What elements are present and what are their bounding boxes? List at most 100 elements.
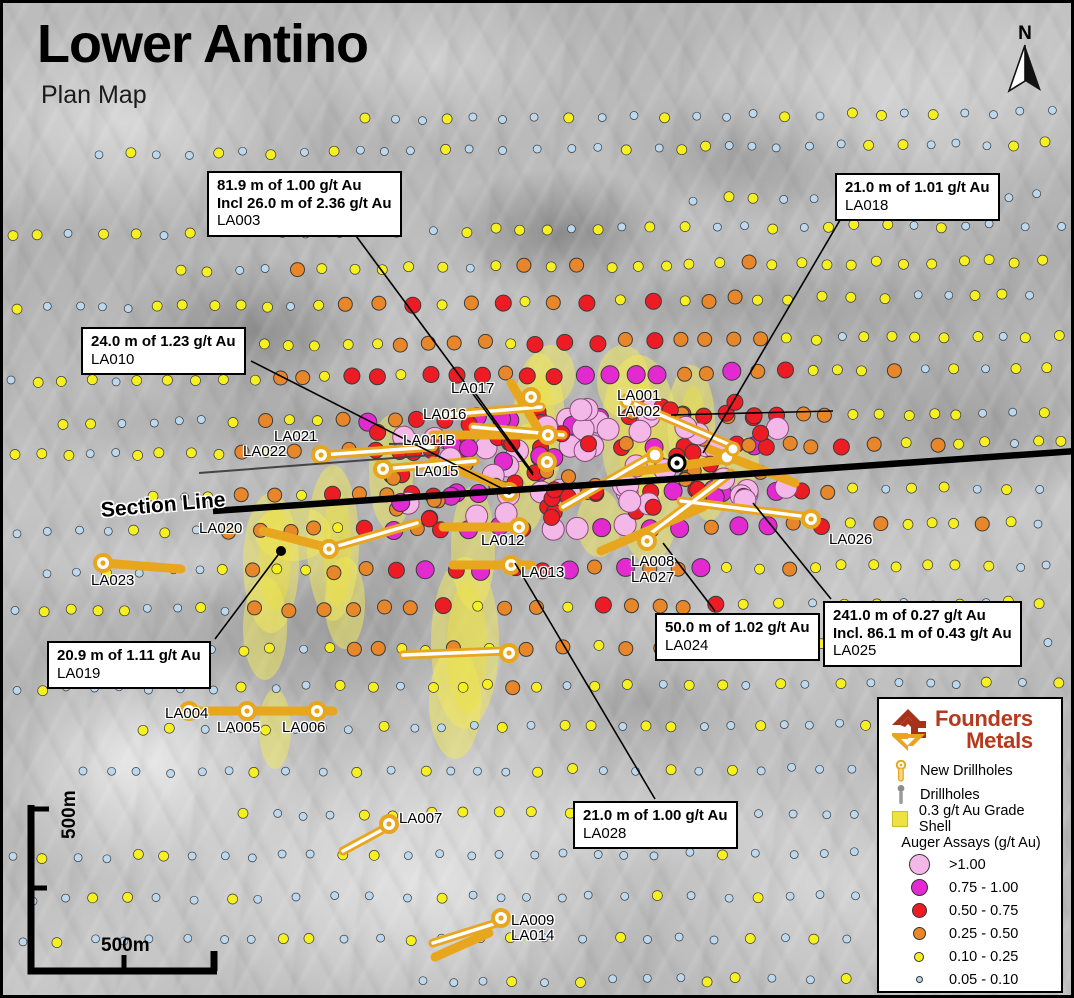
auger-assay-dot [565,516,589,540]
auger-assay-dot [299,644,308,654]
auger-assay-dot [683,679,695,691]
auger-assay-dot [767,973,777,983]
auger-assay-dot [1053,677,1065,689]
auger-assay-dot [983,254,995,265]
auger-assay-dot [63,229,73,238]
auger-assay-dot [661,260,672,272]
legend-label-drillholes: Drillholes [920,787,980,803]
assay-range-label: 0.05 - 0.10 [949,971,1019,988]
auger-assay-dot [532,766,543,778]
auger-assay-dot [326,565,342,581]
auger-assay-dot [195,565,205,575]
auger-assay-dot [380,147,389,156]
auger-assay-dot [519,296,531,307]
auger-assay-dot [12,686,22,695]
assay-swatch-icon [889,976,949,983]
auger-assay-dot [926,258,938,270]
auger-assay-dot [758,516,778,536]
auger-assay-dot [359,809,370,821]
auger-assay-dot [578,934,587,944]
auger-assay-dot [1001,484,1012,495]
auger-assay-dot [364,891,374,901]
auger-assay-dot [514,224,526,236]
auger-assay-dot [359,112,371,124]
callout-line2: Incl 26.0 m of 2.36 g/t Au [217,194,392,212]
auger-assay-dot [281,766,290,776]
auger-assay-dot [434,597,452,615]
auger-assay-dot [978,408,987,418]
auger-assay-dot [319,370,330,382]
auger-assay-dot [785,891,795,901]
auger-assay-dot [403,261,414,273]
auger-assay-dot [644,498,662,516]
auger-assay-dot [982,141,992,151]
auger-assay-dot [938,481,950,493]
auger-assay-dot [469,720,479,730]
auger-assay-dot [377,599,392,615]
auger-assay-dot [927,109,939,120]
leader-la025 [752,502,832,600]
auger-assay-dot [284,414,295,426]
auger-assay-dot [7,230,19,241]
auger-assay-dot [346,602,361,618]
auger-assay-dot [313,299,324,311]
auger-assay-dot [926,140,936,150]
auger-assay-dot [1053,330,1065,341]
logo-text-line2: Metals [966,728,1033,753]
auger-assay-dot [703,519,719,535]
auger-assay-dot [1020,222,1030,232]
auger-assay-dot [539,933,549,943]
callout-hole-id: LA025 [833,642,877,660]
callout-line1: 81.9 m of 1.00 g/t Au [217,177,362,194]
auger-assay-dot [532,144,542,154]
auger-assay-dot [391,114,400,124]
callout-la003: 81.9 m of 1.00 g/t Au Incl 26.0 m of 2.36… [207,171,402,238]
auger-assay-dot [593,142,603,152]
auger-assay-dot [873,516,889,532]
auger-assay-dot [1015,106,1025,116]
auger-assay-dot [271,563,283,575]
auger-assay-dot [1010,439,1019,448]
auger-assay-dot [301,680,311,690]
auger-assay-dot [686,891,696,900]
auger-assay-dot [198,767,207,777]
auger-assay-dot [676,144,688,156]
auger-assay-dot [506,976,518,987]
auger-assay-dot [102,854,112,864]
auger-assay-dot [123,304,133,313]
auger-assay-dot [922,559,934,571]
auger-assay-dot [196,415,206,424]
auger-assay-dot [402,600,418,616]
auger-assay-dot [305,849,315,859]
auger-assay-dot [147,490,159,502]
auger-assay-dot [496,722,508,733]
callout-hole-id: LA003 [217,212,261,230]
auger-assay-dot [755,720,767,732]
auger-assay-dot [73,853,83,863]
auger-assay-dot [368,681,379,693]
auger-assay-dot [860,720,871,731]
auger-assay-dot [258,413,274,428]
auger-assay-dot [849,810,859,819]
auger-assay-dot [531,681,542,693]
auger-assay-dot [989,110,998,119]
auger-assay-dot [328,145,340,157]
auger-assay-dot [766,259,778,271]
auger-assay-dot [260,447,272,458]
section-line-layer [212,448,1071,515]
auger-assay-dot [902,519,914,530]
auger-assay-dot [349,263,361,275]
auger-assay-dot [158,850,169,862]
auger-assay-dot [949,559,961,571]
auger-assay-dot [220,935,229,944]
auger-assay-dot [300,564,312,576]
auger-assay-dot [235,299,247,311]
logo-text-line1: Founders [935,706,1033,731]
auger-assay-dot [234,444,250,460]
auger-assay-dot [332,522,344,534]
auger-assay-dot [98,228,109,240]
auger-assay-dot [473,766,482,776]
auger-assay-dot [558,848,568,858]
auger-assay-dot [91,934,100,944]
legend-assay-classes: >1.00 0.75 - 1.00 0.50 - 0.75 0.25 - 0.50 0.… [889,853,1053,991]
